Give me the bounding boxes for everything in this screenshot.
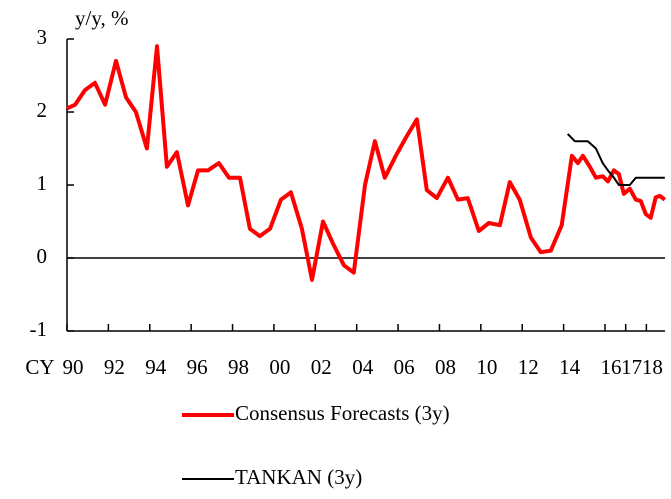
x-tick-label: 90 [63,355,84,379]
y-tick-label: 3 [37,25,48,49]
series-line [66,44,666,282]
series-line [566,133,665,186]
x-tick-label: 10 [476,355,497,379]
y-axis-label: y/y, % [75,6,128,30]
y-tick-label: -1 [30,317,48,341]
x-tick-label: 06 [394,355,415,379]
y-tick-label: 0 [37,244,48,268]
x-tick-label: 96 [187,355,208,379]
x-tick-label: 00 [269,355,290,379]
x-tick-label: 02 [311,355,332,379]
x-tick-label: 12 [518,355,539,379]
x-tick-label: 16 [600,355,621,379]
x-tick-label: 04 [352,355,374,379]
x-tick-label: 94 [145,355,167,379]
y-tick-label: 2 [37,98,48,122]
x-tick-label: 08 [435,355,456,379]
legend-label: TANKAN (3y) [235,465,362,489]
x-axis-label: CY [25,355,54,379]
x-tick-label: 17 [621,355,642,379]
x-tick-label: 18 [642,355,663,379]
x-tick-label: 14 [559,355,581,379]
y-tick-label: 1 [37,171,48,195]
x-tick-label: 92 [104,355,125,379]
legend-label: Consensus Forecasts (3y) [235,401,450,425]
x-tick-label: 98 [228,355,249,379]
